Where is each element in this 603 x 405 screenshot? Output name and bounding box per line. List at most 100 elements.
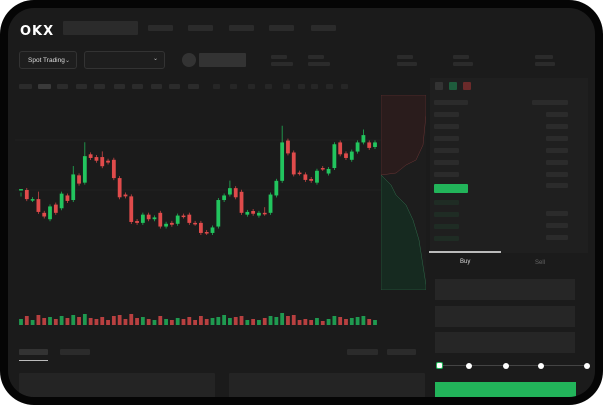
candle-down [251,211,256,214]
drawing-tool-icon[interactable] [298,84,305,89]
drawing-tool-icon[interactable] [248,84,255,89]
orderbook-both-icon[interactable] [435,82,443,90]
ask-price [434,136,459,141]
slider-step[interactable] [466,363,472,369]
volume-bar [111,316,116,325]
slider-step[interactable] [538,363,544,369]
volume-bar [257,320,261,325]
candle-up [82,156,87,183]
volume-bar [338,317,343,325]
ask-size [546,160,568,165]
candle-up [140,214,145,223]
candle-down [42,212,47,217]
volume-bar [175,318,180,325]
candle-up [71,174,76,201]
drawing-tool-icon[interactable] [213,84,220,89]
orderbook-header [532,100,568,105]
candle-up [315,170,319,183]
tab-order-history[interactable] [60,349,90,355]
slider-handle[interactable] [436,362,443,369]
drawing-tool-icon[interactable] [265,84,272,89]
volume-bar [187,317,192,325]
volume-bar [135,318,139,325]
candle-down [94,157,99,161]
nav-item[interactable] [311,25,336,31]
ask-size [546,124,568,129]
candle-up [228,188,232,195]
volume-bar [332,316,337,325]
app-screen: OKX Spot Trading ⌄ ⌄ Buy Sell [8,8,595,397]
amount-input[interactable] [435,306,575,327]
candle-up [216,200,221,227]
candle-down [344,153,348,158]
slider-step[interactable] [503,363,509,369]
tab-buy[interactable]: Buy [460,259,471,265]
timeframe-button[interactable] [57,84,68,89]
volume-bar [53,319,58,325]
chevron-down-icon: ⌄ [64,58,70,64]
volume-bar [245,320,250,325]
candle-down [77,175,81,184]
okx-logo: OKX [20,24,55,39]
candle-down [169,222,174,225]
candle-down [111,159,116,179]
volume-bar [210,318,215,325]
tab-sell[interactable]: Sell [535,260,546,266]
candle-down [309,179,314,181]
buy-button[interactable] [435,382,576,397]
bid-size [546,211,568,216]
drawing-tool-icon[interactable] [341,84,348,89]
drawing-tool-icon[interactable] [283,84,290,89]
price-display [199,53,246,67]
drawing-tool-icon[interactable] [311,84,318,89]
candle-down [158,212,163,227]
nav-item[interactable] [188,25,213,31]
timeframe-button[interactable] [188,84,199,89]
filter-button[interactable] [387,349,416,355]
depth-chart [381,95,426,290]
drawing-tool-icon[interactable] [230,84,237,89]
active-tab-indicator [19,360,48,361]
candle-down [135,221,139,223]
stat-value [397,62,417,66]
filter-button[interactable] [347,349,378,355]
market-selector[interactable]: Spot Trading ⌄ [19,51,77,69]
timeframe-button[interactable] [38,84,51,89]
volume-bar [88,318,93,325]
pair-selector[interactable]: ⌄ [84,51,165,69]
timeframe-button[interactable] [19,84,32,89]
amount-slider-track[interactable] [438,365,588,366]
price-input[interactable] [435,279,575,300]
coin-avatar [182,53,196,67]
timeframe-button[interactable] [151,84,162,89]
volume-bar [280,313,285,325]
stat-label [397,55,413,59]
drawing-tool-icon[interactable] [326,84,333,89]
candle-up [59,193,64,209]
timeframe-button[interactable] [76,84,87,89]
candle-up [152,217,157,220]
orderbook-asks-icon[interactable] [463,82,471,90]
search-bar[interactable] [63,21,138,35]
volume-bar [158,316,163,325]
volume-bar [344,319,348,325]
slider-step[interactable] [584,363,590,369]
nav-item[interactable] [229,25,254,31]
timeframe-button[interactable] [94,84,105,89]
total-input[interactable] [435,332,575,353]
candle-down [199,222,203,233]
orderbook-bids-icon[interactable] [449,82,457,90]
volume-bar [268,316,273,325]
volume-bar [59,316,64,325]
nav-item[interactable] [269,25,294,31]
timeframe-button[interactable] [132,84,143,89]
nav-item[interactable] [148,25,173,31]
timeframe-button[interactable] [114,84,125,89]
timeframe-button[interactable] [169,84,180,89]
candle-down [303,174,308,180]
bid-price [434,224,459,229]
stat-value [535,62,555,66]
stat-label [308,55,324,59]
volume-bar [117,315,122,325]
tab-open-orders[interactable] [19,349,48,355]
